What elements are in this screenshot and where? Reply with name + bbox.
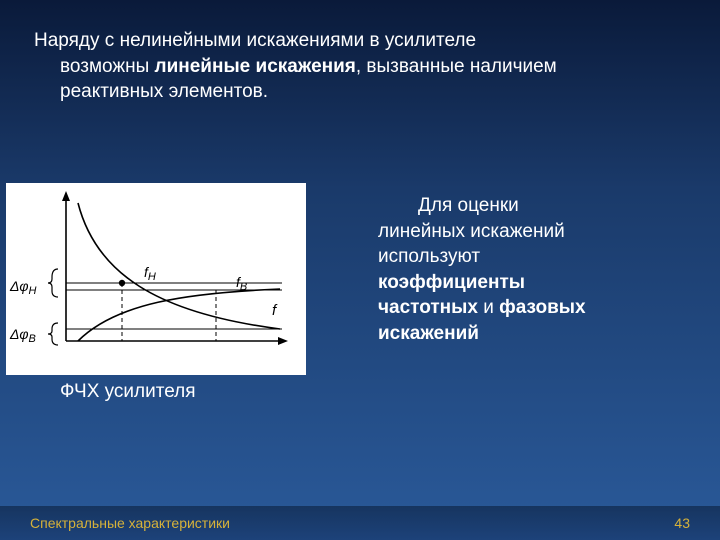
top-paragraph: Наряду с нелинейными искажениями в усили… <box>34 28 686 105</box>
para-line1: Наряду с нелинейными искажениями в усили… <box>34 30 476 51</box>
para-line2-bold: линейные искажения <box>155 56 356 77</box>
footer: Спектральные характеристики 43 <box>0 506 720 540</box>
right-paragraph: Для оценки линейных искажений используют… <box>306 183 686 347</box>
phase-response-chart: ΔφН ΔφВ fН fВ f <box>6 183 306 375</box>
label-f: f <box>272 302 278 319</box>
brace-dphiH <box>48 269 58 297</box>
r-l4d: фазовых <box>499 297 585 318</box>
label-fH: fН <box>144 264 156 283</box>
r-l4a: коэффициенты <box>378 272 525 293</box>
curve-top <box>78 203 280 329</box>
chart-caption: ФЧХ усилителя <box>60 381 306 403</box>
r-l3: используют <box>378 246 480 267</box>
r-l1: Для оценки <box>418 195 519 216</box>
para-line2-pre: возможны <box>60 56 155 77</box>
footer-title: Спектральные характеристики <box>30 515 230 531</box>
marker-fh <box>119 280 125 286</box>
label-dphiH: ΔφН <box>9 278 37 297</box>
y-axis-arrow <box>62 191 70 201</box>
r-l5: искажений <box>378 323 479 344</box>
para-line2-post: , вызванные наличием <box>356 56 557 77</box>
brace-dphiV <box>48 323 58 345</box>
r-l4c: и <box>478 297 499 318</box>
x-axis-arrow <box>278 337 288 345</box>
r-l4b: частотных <box>378 297 478 318</box>
page-number: 43 <box>674 515 690 531</box>
label-dphiV: ΔφВ <box>9 326 36 345</box>
r-l2: линейных искажений <box>378 221 565 242</box>
para-line3: реактивных элементов. <box>60 81 268 102</box>
curve-bottom <box>78 289 280 341</box>
